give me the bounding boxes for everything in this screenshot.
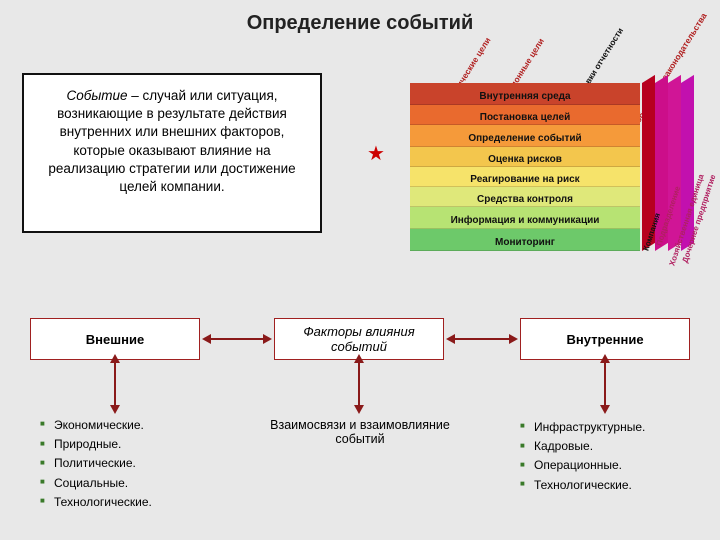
cube-layer: Средства контроля: [410, 187, 640, 207]
definition-lead: Событие: [66, 88, 127, 103]
cube-layer: Оценка рисков: [410, 147, 640, 167]
interrelation-text: Взаимосвязи и взаимовлияние событий: [270, 418, 450, 446]
cube-layer: Определение событий: [410, 125, 640, 147]
list-item: Кадровые.: [520, 437, 645, 456]
list-item: Социальные.: [40, 474, 152, 493]
arrow-down-center-icon: [358, 362, 360, 406]
lower-region: Экономические.Природные.Политические.Соц…: [0, 412, 720, 532]
cube-front-layers: Внутренняя средаПостановка целейОпределе…: [410, 83, 640, 251]
arrow-down-right-icon: [604, 362, 606, 406]
highlight-star-icon: ★: [367, 141, 385, 166]
arrow-right-icon: [454, 338, 510, 340]
list-item: Технологические.: [40, 493, 152, 512]
cube-layer: Реагирование на риск: [410, 167, 640, 187]
arrow-down-left-icon: [114, 362, 116, 406]
internal-factors-list: Инфраструктурные.Кадровые.Операционные.Т…: [520, 418, 645, 495]
list-item: Экономические.: [40, 416, 152, 435]
factors-row: Внешние Факторы влияния событий Внутренн…: [0, 318, 720, 378]
external-factors-list: Экономические.Природные.Политические.Соц…: [40, 416, 152, 512]
definition-body: – случай или ситуация, возникающие в рез…: [48, 88, 295, 194]
definition-box: Событие – случай или ситуация, возникающ…: [22, 73, 322, 233]
cube-layer: Информация и коммуникации: [410, 207, 640, 229]
list-item: Политические.: [40, 454, 152, 473]
upper-region: Событие – случай или ситуация, возникающ…: [0, 43, 720, 303]
cube-layer: Постановка целей: [410, 105, 640, 125]
list-item: Операционные.: [520, 456, 645, 475]
cube-layer: Мониторинг: [410, 229, 640, 251]
list-item: Инфраструктурные.: [520, 418, 645, 437]
coso-cube: Стратегические цели Операционные цели Це…: [390, 33, 700, 303]
list-item: Природные.: [40, 435, 152, 454]
arrow-left-icon: [210, 338, 264, 340]
cube-layer: Внутренняя среда: [410, 83, 640, 105]
list-item: Технологические.: [520, 476, 645, 495]
